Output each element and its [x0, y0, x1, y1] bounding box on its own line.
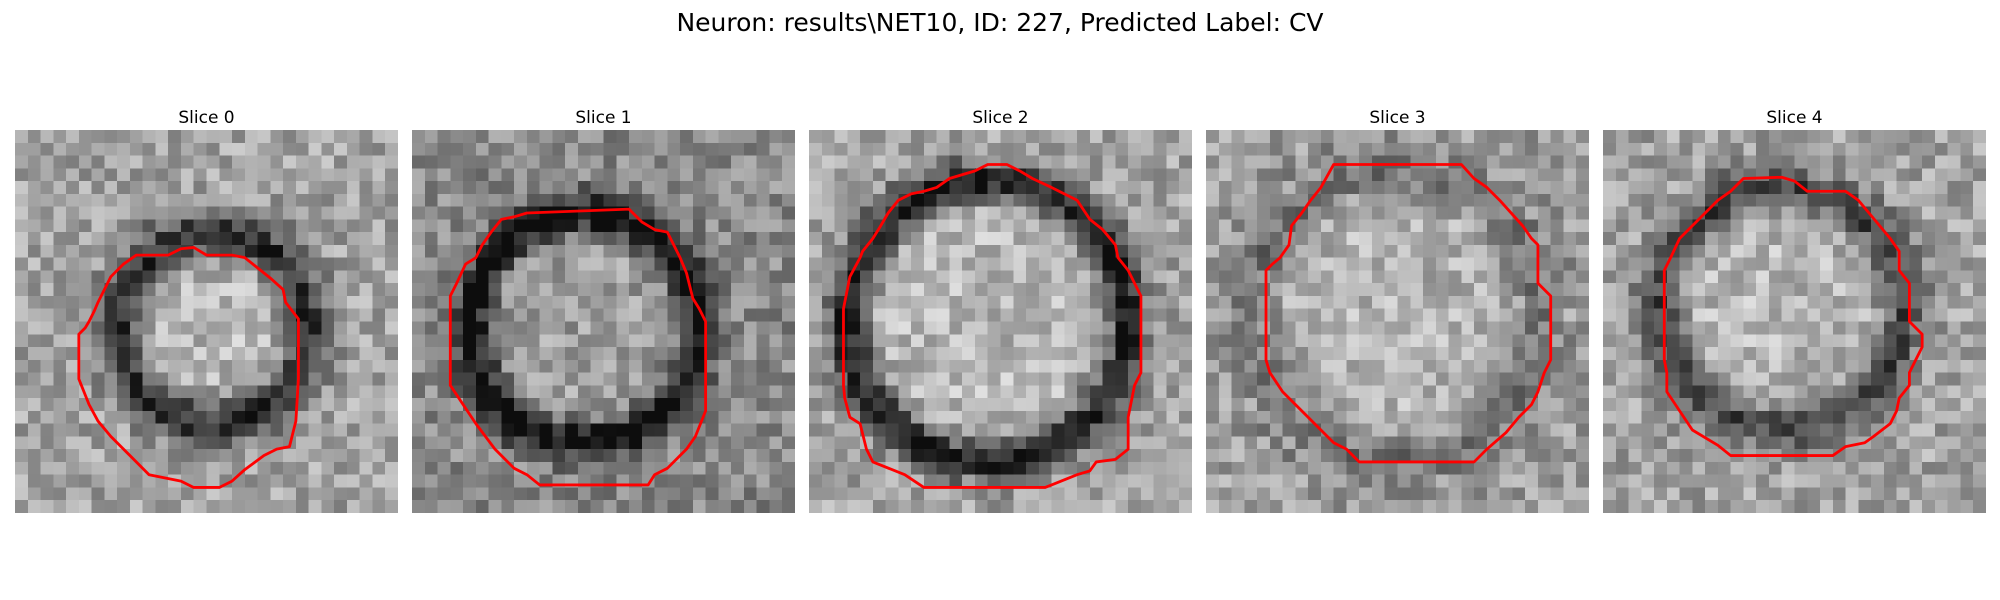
figure-title: Neuron: results\NET10, ID: 227, Predicte… [676, 8, 1324, 37]
slice-image-1 [412, 130, 795, 513]
slice-image-0 [15, 130, 398, 513]
slice-panel-3: Slice 3 [1206, 108, 1589, 513]
segmentation-contour [1662, 175, 1924, 457]
slice-panel-4: Slice 4 [1603, 108, 1986, 513]
micrograph-pixels [412, 130, 795, 513]
segmentation-contour [448, 207, 708, 487]
slice-image-2 [809, 130, 1192, 513]
slice-image-4 [1603, 130, 1986, 513]
slice-title-3: Slice 3 [1369, 108, 1426, 128]
slice-panel-2: Slice 2 [809, 108, 1192, 513]
segmentation-contour [77, 246, 300, 489]
segmentation-contour [1264, 163, 1553, 464]
slice-title-4: Slice 4 [1766, 108, 1823, 128]
slice-title-1: Slice 1 [575, 108, 632, 128]
slice-panel-1: Slice 1 [412, 108, 795, 513]
micrograph-pixels [809, 130, 1192, 513]
micrograph-pixels [15, 130, 398, 513]
slice-title-0: Slice 0 [178, 108, 235, 128]
micrograph-pixels [1206, 130, 1589, 513]
slice-image-3 [1206, 130, 1589, 513]
slice-panel-0: Slice 0 [15, 108, 398, 513]
segmentation-contour [842, 163, 1143, 489]
slice-title-2: Slice 2 [972, 108, 1029, 128]
micrograph-pixels [1603, 130, 1986, 513]
